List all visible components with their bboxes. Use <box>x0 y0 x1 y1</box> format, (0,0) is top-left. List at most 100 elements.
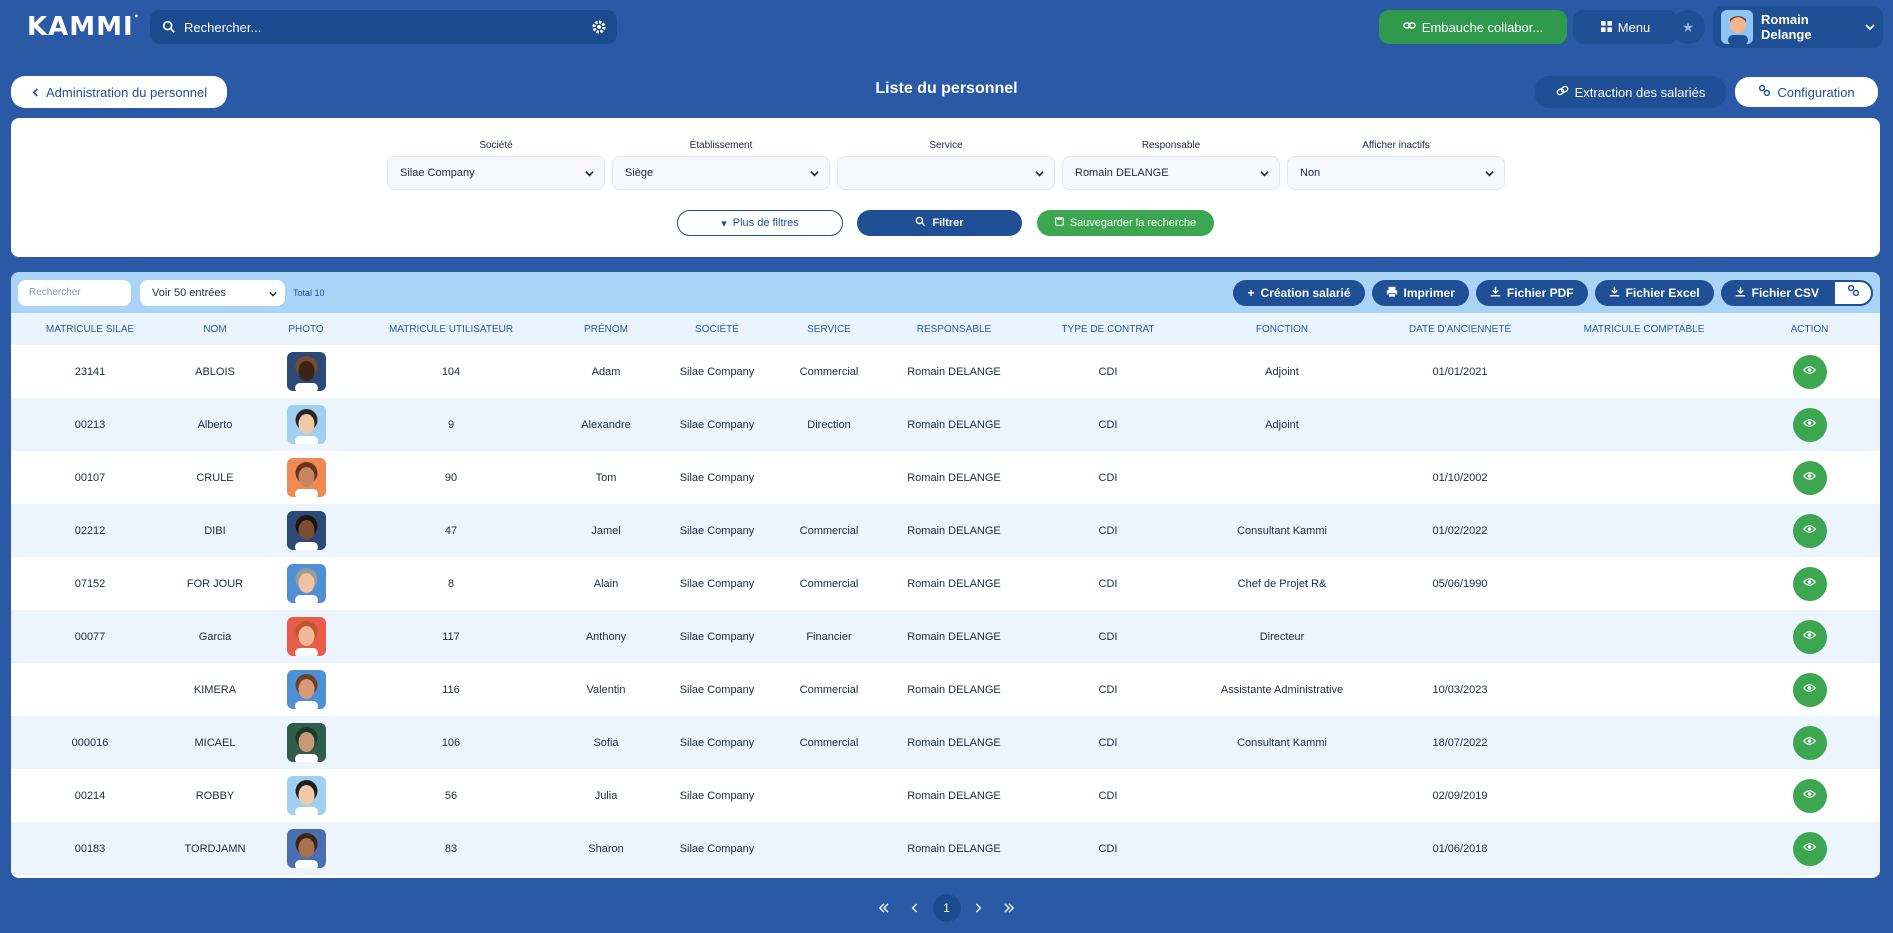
cell-responsable: Romain DELANGE <box>907 683 1001 696</box>
view-employee-button[interactable] <box>1792 672 1827 707</box>
cell-responsable: Romain DELANGE <box>885 716 1023 769</box>
cell-societe: Silae Company <box>679 789 755 802</box>
extract-employees-button[interactable]: Extraction des salariés <box>1535 76 1726 108</box>
save-search-button[interactable]: Sauvegarder la recherche <box>1037 210 1214 236</box>
cell-comptable <box>1549 504 1739 557</box>
menu-button[interactable]: Menu <box>1573 10 1678 44</box>
column-header[interactable]: Nom <box>169 313 261 345</box>
page-number-current[interactable]: 1 <box>932 894 961 922</box>
table-row[interactable]: 07152 FOR JOUR 8 Alain Silae Company Commerci… <box>11 557 1880 610</box>
view-employee-button[interactable] <box>1792 619 1827 654</box>
extract-employees-label: Extraction des salariés <box>1574 84 1706 100</box>
societe-select[interactable]: Silae Company <box>387 156 605 190</box>
download-icon <box>1735 286 1746 300</box>
column-header[interactable]: Matricule Silae <box>11 313 169 345</box>
cell-comptable <box>1549 557 1739 610</box>
photo-cell <box>261 557 351 610</box>
cell-societe: Silae Company <box>679 365 755 378</box>
print-button[interactable]: Imprimer <box>1371 280 1469 306</box>
configuration-button[interactable]: Configuration <box>1735 77 1878 107</box>
chevron-left-icon <box>31 85 40 100</box>
cell-anciennete <box>1371 398 1549 451</box>
gear-icon[interactable] <box>591 19 607 35</box>
filter-button[interactable]: Filtrer <box>857 210 1022 236</box>
global-search-input[interactable]: Rechercher... <box>150 10 617 44</box>
column-header[interactable]: Type de contrat <box>1023 313 1193 345</box>
eye-icon <box>1803 789 1816 802</box>
entries-value: Voir 50 entrées <box>152 286 226 299</box>
cell-service: Direction <box>773 398 885 451</box>
favorites-button[interactable]: ★ <box>1671 10 1705 44</box>
pdf-export-button[interactable]: Fichier PDF <box>1475 280 1588 306</box>
printer-icon <box>1386 286 1398 301</box>
action-cell <box>1739 451 1880 504</box>
inactifs-select[interactable]: Non <box>1287 156 1505 190</box>
view-employee-button[interactable] <box>1792 831 1827 866</box>
view-employee-button[interactable] <box>1792 725 1827 760</box>
filters-panel: Société Silae Company Établissement Sièg… <box>11 118 1880 257</box>
view-employee-button[interactable] <box>1792 513 1827 548</box>
cell-anciennete: 18/07/2022 <box>1371 716 1549 769</box>
user-menu[interactable]: Romain Delange <box>1713 6 1883 48</box>
more-filters-button[interactable]: ▾ Plus de filtres <box>677 210 843 236</box>
create-employee-button[interactable]: + Création salarié <box>1233 280 1365 306</box>
filter-label: Responsable <box>1141 140 1201 151</box>
etablissement-select[interactable]: Siège <box>612 156 830 190</box>
table-row[interactable]: 00213 Alberto 9 Alexandre Silae Company Direc… <box>11 398 1880 451</box>
next-page-button[interactable] <box>963 894 994 922</box>
csv-export-button[interactable]: Fichier CSV <box>1720 280 1833 306</box>
column-header[interactable]: Société <box>661 313 773 345</box>
view-employee-button[interactable] <box>1792 460 1827 495</box>
column-header[interactable]: Responsable <box>885 313 1023 345</box>
view-employee-button[interactable] <box>1792 407 1827 442</box>
cell-nom: ABLOIS <box>195 365 235 378</box>
responsable-select[interactable]: Romain DELANGE <box>1062 156 1280 190</box>
service-select[interactable] <box>837 156 1055 190</box>
photo-cell <box>261 663 351 716</box>
table-settings-button[interactable] <box>1833 280 1873 306</box>
column-header[interactable]: Photo <box>261 313 351 345</box>
cell-service <box>773 451 885 504</box>
previous-page-button[interactable] <box>900 894 931 922</box>
table-row[interactable]: 000016 MICAEL 106 Sofia Silae Company Commerc… <box>11 716 1880 769</box>
column-header[interactable]: Matricule utilisateur <box>351 313 551 345</box>
action-cell <box>1739 769 1880 822</box>
cell-responsable: Romain DELANGE <box>907 789 1001 802</box>
gears-icon <box>1847 284 1860 302</box>
photo-cell <box>261 769 351 822</box>
table-row[interactable]: 02212 DIBI 47 Jamel Silae Company Commercial R… <box>11 504 1880 557</box>
table-row[interactable]: KIMERA 116 Valentin Silae Company Commercial… <box>11 663 1880 716</box>
filter-responsable: Responsable Romain DELANGE <box>1062 140 1280 190</box>
cell-contrat: CDI <box>1098 365 1118 378</box>
column-header[interactable]: Service <box>773 313 885 345</box>
first-page-button[interactable] <box>869 894 900 922</box>
table-row[interactable]: 00077 Garcia 117 Anthony Silae Company Financ… <box>11 610 1880 663</box>
cell-societe: Silae Company <box>679 577 755 590</box>
entries-select[interactable]: Voir 50 entrées <box>140 279 285 306</box>
chevron-down-icon <box>1035 169 1044 178</box>
view-employee-button[interactable] <box>1792 566 1827 601</box>
back-button[interactable]: Administration du personnel <box>11 76 227 108</box>
cell-prenom: Jamel <box>551 504 661 557</box>
table-row[interactable]: 00107 CRULE 90 Tom Silae Company Romain DELAN… <box>11 451 1880 504</box>
filter-label: Service <box>929 140 963 151</box>
column-header[interactable]: Prénom <box>551 313 661 345</box>
filter-inactifs: Afficher inactifs Non <box>1287 140 1505 190</box>
table-row[interactable]: 00183 TORDJAMN 83 Sharon Silae Company Romain… <box>11 822 1880 875</box>
user-name: Romain Delange <box>1761 12 1812 42</box>
view-employee-button[interactable] <box>1792 778 1827 813</box>
column-header[interactable]: Fonction <box>1193 313 1371 345</box>
table-row[interactable]: 23141 ABLOIS 104 Adam Silae Company Commercia… <box>11 345 1880 398</box>
view-employee-button[interactable] <box>1792 354 1827 389</box>
column-header[interactable]: Date d'ancienneté <box>1371 313 1549 345</box>
filter-label: Établissement <box>689 140 753 151</box>
cell-prenom: Sofia <box>551 716 661 769</box>
table-search-input[interactable]: Rechercher <box>18 279 131 306</box>
app-logo[interactable]: KAMMI• <box>27 12 140 42</box>
column-header[interactable]: Matricule comptable <box>1549 313 1739 345</box>
cell-fonction: Directeur <box>1193 610 1371 663</box>
hire-collaborator-button[interactable]: Embauche collabor... <box>1379 10 1567 44</box>
table-row[interactable]: 00214 ROBBY 56 Julia Silae Company Romain DEL… <box>11 769 1880 822</box>
last-page-button[interactable] <box>994 894 1025 922</box>
excel-export-button[interactable]: Fichier Excel <box>1594 280 1714 306</box>
